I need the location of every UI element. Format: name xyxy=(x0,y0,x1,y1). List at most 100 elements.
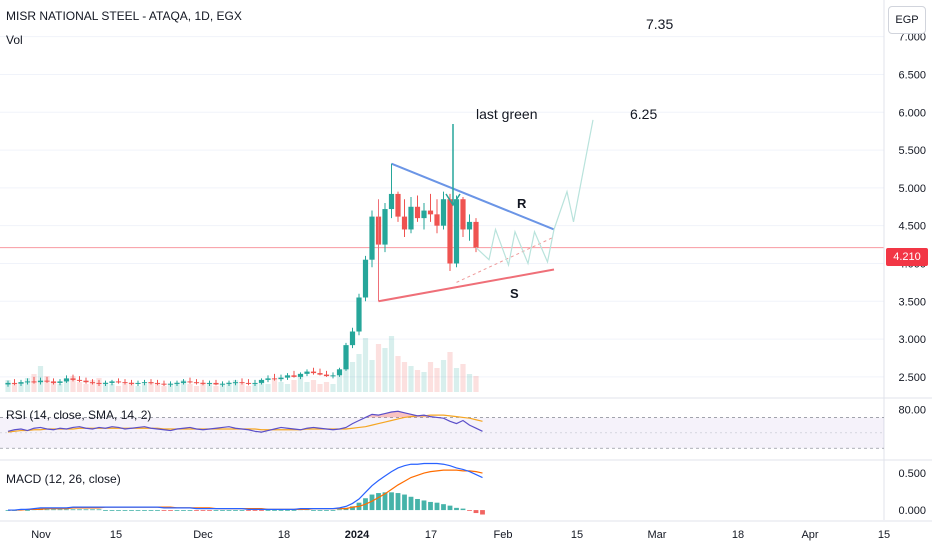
volume-bar xyxy=(278,382,284,392)
candle-body xyxy=(232,382,239,384)
volume-bar xyxy=(382,348,388,392)
price-tick-label: 4.500 xyxy=(898,221,926,233)
volume-bar xyxy=(401,362,408,392)
candle-body xyxy=(219,383,226,385)
volume-bar xyxy=(362,338,369,392)
candle-body xyxy=(141,382,148,384)
volume-bar xyxy=(122,384,128,392)
candle-body xyxy=(427,210,434,215)
macd-histogram-bar xyxy=(265,510,271,511)
macd-histogram-bar xyxy=(64,509,69,511)
last-price-tag: 4.210 xyxy=(886,248,928,266)
macd-histogram-bar xyxy=(233,510,238,511)
volume-bar xyxy=(258,382,265,392)
time-axis: Nov 15 Dec 18 2024 17 Feb 15 Mar 18 Apr 15 xyxy=(0,520,932,541)
macd-histogram-bar xyxy=(96,509,102,511)
candle-body xyxy=(128,382,135,384)
volume-bar xyxy=(336,376,343,392)
candle-body xyxy=(369,216,375,260)
candle-body xyxy=(317,373,323,375)
candle-body xyxy=(473,221,479,248)
candle-body xyxy=(193,382,200,384)
macd-histogram-bar xyxy=(337,509,342,511)
volume-bar xyxy=(284,384,291,392)
candle-body xyxy=(109,381,115,383)
candle-body xyxy=(343,345,349,370)
macd-histogram-bar xyxy=(369,494,375,511)
candle-body xyxy=(258,379,265,383)
volume-bar xyxy=(102,382,109,392)
candle-body xyxy=(466,221,473,230)
volume-bar xyxy=(109,384,115,392)
macd-histogram-bar xyxy=(272,510,277,511)
candle-body xyxy=(76,379,83,381)
macd-histogram-bar xyxy=(467,510,472,511)
macd-histogram-bar xyxy=(252,510,258,511)
macd-pane-label[interactable]: MACD (12, 26, close) xyxy=(6,472,121,486)
macd-histogram-bar xyxy=(129,510,134,511)
candle-body xyxy=(349,331,356,346)
volume-bar xyxy=(239,384,245,392)
macd-histogram-bar xyxy=(421,500,427,511)
candle-body xyxy=(213,382,219,385)
volume-bar xyxy=(180,380,187,392)
candle-body xyxy=(11,382,18,384)
volume-bar xyxy=(395,356,401,392)
resistance-label: R xyxy=(517,196,527,211)
macd-histogram-bar xyxy=(103,510,108,511)
volume-bar xyxy=(408,366,414,392)
macd-histogram-bar xyxy=(57,509,63,511)
macd-histogram-bar xyxy=(382,492,388,511)
volume-bar xyxy=(271,380,278,392)
macd-histogram-bar xyxy=(480,510,485,515)
volume-bar xyxy=(323,382,330,392)
macd-histogram-bar xyxy=(25,510,30,511)
support-label: S xyxy=(510,286,519,301)
volume-bar xyxy=(245,386,252,392)
support-line xyxy=(378,268,555,303)
macd-histogram-bar xyxy=(194,510,199,511)
macd-histogram-bar xyxy=(239,510,245,511)
volume-bar xyxy=(187,384,193,392)
rsi-pane: 80.00 xyxy=(0,397,932,449)
volume-bar xyxy=(89,380,96,392)
volume-bar xyxy=(453,368,460,392)
candle-body xyxy=(284,375,291,378)
candle-body xyxy=(440,199,447,226)
candle-body xyxy=(96,382,102,384)
candle-body xyxy=(102,382,109,384)
volume-bar xyxy=(447,352,453,392)
currency-button[interactable]: EGP xyxy=(888,6,926,34)
macd-histogram-bar xyxy=(460,508,466,511)
volume-label[interactable]: Vol xyxy=(6,33,23,47)
volume-bar xyxy=(148,382,154,392)
price-tick-label: 3.000 xyxy=(898,334,926,346)
rsi-pane-label[interactable]: RSI (14, close, SMA, 14, 2) xyxy=(6,408,152,422)
macd-histogram-bar xyxy=(473,510,479,514)
volume-bar xyxy=(304,382,310,392)
time-tick-label: Feb xyxy=(494,529,513,541)
macd-histogram-bar xyxy=(142,510,147,511)
volume-bar xyxy=(317,384,323,392)
volume-bar xyxy=(330,384,336,392)
volume-bar xyxy=(63,380,70,392)
rsi-overbought-fill xyxy=(8,411,483,418)
time-tick-label: 17 xyxy=(425,529,437,541)
macd-histogram-bar xyxy=(278,510,284,511)
candle-body xyxy=(421,210,427,219)
symbol-title[interactable]: MISR NATIONAL STEEL - ATAQA, 1D, EGX xyxy=(6,9,242,23)
candle-body xyxy=(304,371,310,374)
volume-bar xyxy=(434,368,440,392)
candle-body xyxy=(89,382,96,384)
top-price-note: 7.35 xyxy=(646,16,674,32)
macd-histogram-bar xyxy=(44,509,50,511)
volume-bar xyxy=(356,354,362,392)
volume-bar xyxy=(115,386,122,392)
macd-histogram-bar xyxy=(454,507,459,511)
macd-histogram-bar xyxy=(109,510,115,511)
macd-histogram-bar xyxy=(148,510,154,511)
volume-bar xyxy=(57,384,63,392)
rsi-line xyxy=(7,410,483,433)
candle-body xyxy=(278,377,284,380)
